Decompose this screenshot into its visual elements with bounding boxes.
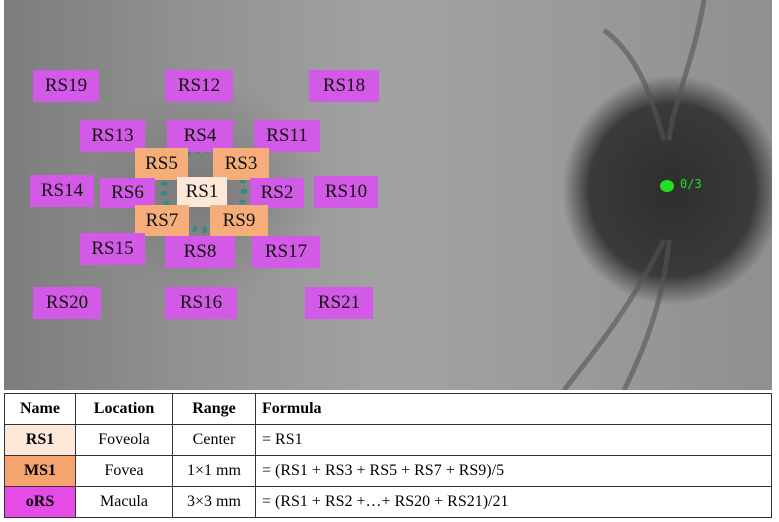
region-label: RS3 [213, 148, 269, 180]
header-cell: Range [172, 393, 256, 425]
header-cell: Name [4, 393, 76, 425]
region-label: RS8 [165, 236, 235, 268]
header-row: Name Location Range Formula [4, 393, 772, 425]
region-label: RS7 [135, 205, 189, 236]
region-label: RS2 [250, 178, 304, 208]
header-cell: Location [75, 393, 173, 425]
cell: Fovea [75, 455, 173, 487]
region-label: RS12 [165, 70, 233, 102]
table-row: oRS Macula 3×3 mm = (RS1 + RS2 +…+ RS20 … [4, 486, 772, 518]
cell: = (RS1 + RS3 + RS5 + RS7 + RS9)/5 [255, 455, 772, 487]
region-label: RS17 [252, 236, 320, 268]
region-label: RS14 [30, 175, 94, 207]
header-cell: Formula [255, 393, 772, 425]
fixation-dot [660, 180, 674, 192]
cell: Macula [75, 486, 173, 518]
marker-label: 0/3 [680, 177, 702, 191]
region-label: RS15 [80, 233, 145, 265]
region-label: RS16 [165, 287, 237, 319]
name-cell: oRS [4, 486, 76, 518]
table-row: MS1 Fovea 1×1 mm = (RS1 + RS3 + RS5 + RS… [4, 455, 772, 487]
region-label: RS18 [309, 70, 379, 102]
region-label: RS19 [33, 70, 99, 102]
region-label: RS5 [135, 148, 188, 180]
cell: 1×1 mm [172, 455, 256, 487]
cell: Foveola [75, 424, 173, 456]
table-row: RS1 Foveola Center = RS1 [4, 424, 772, 456]
summary-table: Name Location Range Formula RS1 Foveola … [4, 393, 772, 518]
region-label: RS20 [33, 287, 101, 319]
region-label: RS13 [80, 120, 145, 152]
cell: = (RS1 + RS2 +…+ RS20 + RS21)/21 [255, 486, 772, 518]
cell: 3×3 mm [172, 486, 256, 518]
region-label: RS4 [167, 120, 233, 152]
cell: Center [172, 424, 256, 456]
cell: = RS1 [255, 424, 772, 456]
region-label: RS11 [254, 120, 320, 152]
name-cell: RS1 [4, 424, 76, 456]
region-label: RS10 [314, 176, 378, 208]
region-label: RS1 [177, 177, 227, 207]
region-label: RS9 [210, 205, 268, 236]
region-label: RS21 [305, 287, 373, 319]
name-cell: MS1 [4, 455, 76, 487]
region-label: RS6 [100, 178, 155, 208]
